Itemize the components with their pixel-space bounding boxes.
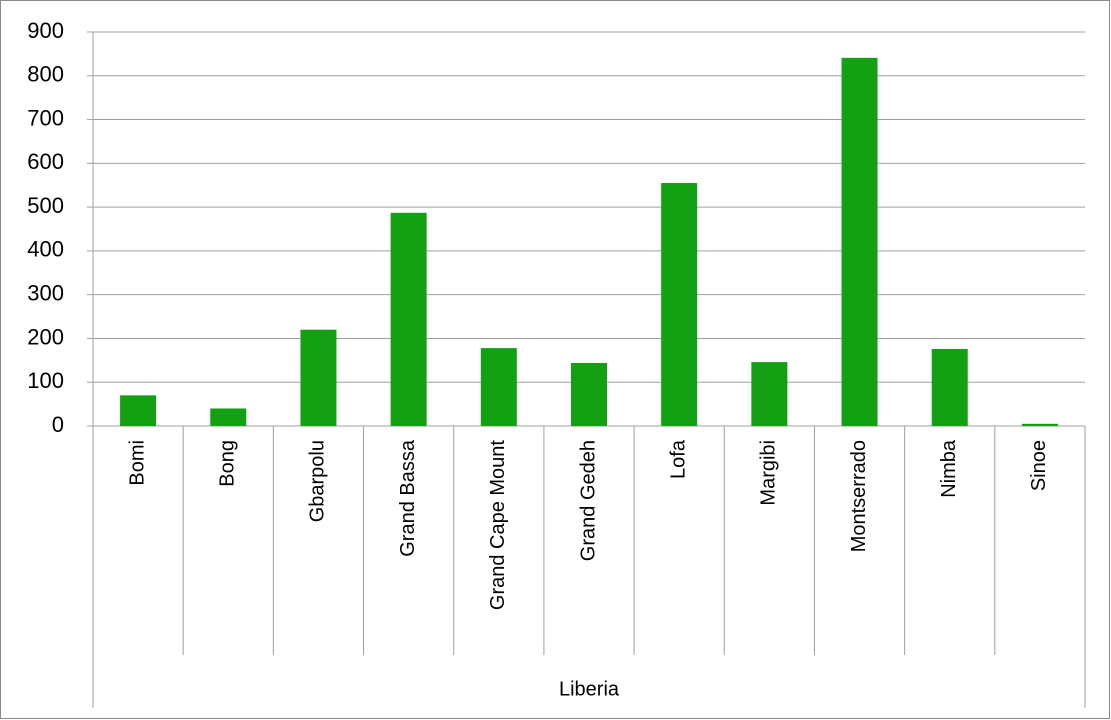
bar xyxy=(751,362,788,426)
bar xyxy=(841,57,878,426)
bar xyxy=(210,408,247,426)
bar xyxy=(931,348,968,426)
bar xyxy=(120,395,157,426)
x-tick-label: Grand Cape Mount xyxy=(487,440,509,611)
x-tick-label: Montserrado xyxy=(848,440,870,552)
x-tick-label: Sinoe xyxy=(1028,440,1050,491)
x-tick-label: Bong xyxy=(217,440,239,487)
x-tick-label: Grand Gedeh xyxy=(577,440,599,561)
bar xyxy=(390,212,427,426)
y-tick-label: 900 xyxy=(27,18,64,43)
bar xyxy=(571,362,607,426)
y-tick-label: 700 xyxy=(27,105,64,130)
x-tick-label: Margibi xyxy=(758,440,780,506)
y-tick-label: 200 xyxy=(27,324,64,349)
bar xyxy=(1021,423,1058,426)
y-tick-label: 100 xyxy=(27,368,64,393)
bar xyxy=(480,348,517,426)
bar xyxy=(661,183,698,426)
y-tick-label: 500 xyxy=(27,193,64,218)
y-tick-label: 0 xyxy=(52,412,64,437)
x-tick-label: Grand Bassa xyxy=(397,439,419,557)
category-group-label: Liberia xyxy=(559,678,620,700)
x-tick-label: Gbarpolu xyxy=(307,440,329,522)
bar xyxy=(300,329,337,426)
y-tick-label: 600 xyxy=(27,149,64,174)
x-tick-label: Lofa xyxy=(667,439,689,479)
y-tick-label: 400 xyxy=(27,237,64,262)
y-tick-label: 300 xyxy=(27,280,64,305)
x-tick-label: Nimba xyxy=(938,439,960,498)
y-tick-label: 800 xyxy=(27,62,64,87)
x-tick-label: Bomi xyxy=(126,440,148,486)
